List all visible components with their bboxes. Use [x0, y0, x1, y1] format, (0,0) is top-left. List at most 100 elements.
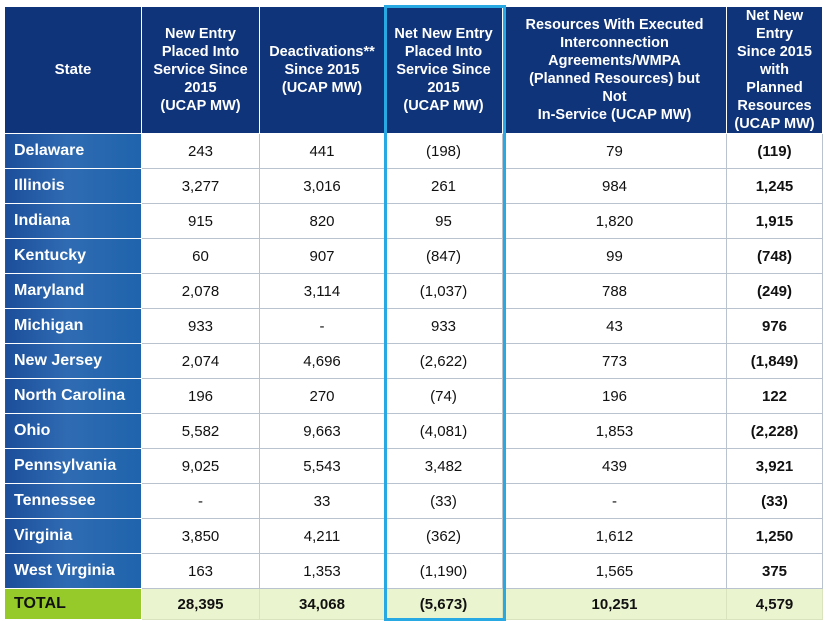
state-name-cell: Kentucky	[4, 238, 142, 274]
total-planned-resources-cell: 10,251	[502, 588, 727, 620]
header-row: State New Entry Placed Into Service Sinc…	[4, 6, 823, 134]
new-entry-cell: 3,850	[141, 518, 260, 554]
planned-resources-cell: 788	[502, 273, 727, 309]
net-with-planned-cell: 976	[726, 308, 823, 344]
total-deactivations-cell: 34,068	[259, 588, 385, 620]
net-new-entry-cell: (2,622)	[384, 343, 503, 379]
deactivations-cell: 4,696	[259, 343, 385, 379]
pjm-state-capacity-table: State New Entry Placed Into Service Sinc…	[4, 6, 823, 620]
planned-resources-cell: 1,853	[502, 413, 727, 449]
deactivations-cell: 3,114	[259, 273, 385, 309]
net-new-entry-cell: 261	[384, 168, 503, 204]
total-row: TOTAL 28,395 34,068 (5,673) 10,251 4,579	[4, 588, 823, 620]
header-net-with-planned: Net New Entry Since 2015 with Planned Re…	[726, 6, 823, 134]
deactivations-cell: 33	[259, 483, 385, 519]
deactivations-cell: 441	[259, 133, 385, 169]
net-new-entry-cell: (1,190)	[384, 553, 503, 589]
state-name-cell: Tennessee	[4, 483, 142, 519]
planned-resources-cell: 43	[502, 308, 727, 344]
net-new-entry-cell: 95	[384, 203, 503, 239]
table-row: Michigan 933-933 43 976	[4, 308, 823, 344]
state-name-cell: Delaware	[4, 133, 142, 169]
state-name-cell: Indiana	[4, 203, 142, 239]
planned-resources-cell: 439	[502, 448, 727, 484]
planned-resources-cell: 984	[502, 168, 727, 204]
net-with-planned-cell: 1,915	[726, 203, 823, 239]
state-name-cell: Virginia	[4, 518, 142, 554]
total-net-with-planned-cell: 4,579	[726, 588, 823, 620]
table-row: Illinois 3,277 3,016 261 984 1,245	[4, 168, 823, 204]
new-entry-cell: 60	[141, 238, 260, 274]
header-new-entry: New Entry Placed Into Service Since 2015…	[141, 6, 260, 134]
header-planned-resources: Resources With Executed Interconnection …	[502, 6, 727, 134]
new-entry-cell: 915	[141, 203, 260, 239]
state-name-cell: West Virginia	[4, 553, 142, 589]
planned-resources-cell: 99	[502, 238, 727, 274]
table-row: New Jersey 2,074 4,696 (2,622) 773 (1,849)	[4, 343, 823, 379]
table-row: North Carolina 196 270 (74) 196 122	[4, 378, 823, 414]
total-label: TOTAL	[4, 588, 142, 620]
header-net-new-entry: Net New Entry Placed Into Service Since …	[384, 6, 503, 134]
header-deactivations: Deactivations** Since 2015 (UCAP MW)	[259, 6, 385, 134]
state-name-cell: Maryland	[4, 273, 142, 309]
net-with-planned-cell: 1,245	[726, 168, 823, 204]
new-entry-cell: 5,582	[141, 413, 260, 449]
table-header: State New Entry Placed Into Service Sinc…	[4, 6, 823, 134]
table-row: Ohio 5,582 9,663 (4,081) 1,853 (2,228)	[4, 413, 823, 449]
planned-resources-cell: 1,612	[502, 518, 727, 554]
net-with-planned-cell: 3,921	[726, 448, 823, 484]
deactivations-cell: 9,663	[259, 413, 385, 449]
table-row: Pennsylvania 9,025 5,543 3,482 439 3,921	[4, 448, 823, 484]
net-with-planned-cell: 122	[726, 378, 823, 414]
net-new-entry-cell: 3,482	[384, 448, 503, 484]
net-with-planned-cell: (249)	[726, 273, 823, 309]
deactivations-cell: 907	[259, 238, 385, 274]
deactivations-cell: 4,211	[259, 518, 385, 554]
net-with-planned-cell: (748)	[726, 238, 823, 274]
table-row: Indiana 915 820 95 1,820 1,915	[4, 203, 823, 239]
new-entry-cell: 933	[141, 308, 260, 344]
net-with-planned-cell: (119)	[726, 133, 823, 169]
net-with-planned-cell: (2,228)	[726, 413, 823, 449]
net-new-entry-cell: (1,037)	[384, 273, 503, 309]
new-entry-cell: 196	[141, 378, 260, 414]
net-new-entry-cell: (362)	[384, 518, 503, 554]
planned-resources-cell: 79	[502, 133, 727, 169]
header-state: State	[4, 6, 142, 134]
deactivations-cell: 3,016	[259, 168, 385, 204]
state-name-cell: Michigan	[4, 308, 142, 344]
table-row: Maryland 2,078 3,114 (1,037) 788 (249)	[4, 273, 823, 309]
total-net-new-entry-cell: (5,673)	[384, 588, 503, 620]
new-entry-cell: 2,078	[141, 273, 260, 309]
state-name-cell: Pennsylvania	[4, 448, 142, 484]
new-entry-cell: 243	[141, 133, 260, 169]
net-with-planned-cell: 375	[726, 553, 823, 589]
deactivations-cell: -	[259, 308, 385, 344]
table-row: Virginia 3,850 4,211 (362) 1,612 1,250	[4, 518, 823, 554]
deactivations-cell: 5,543	[259, 448, 385, 484]
planned-resources-cell: 1,820	[502, 203, 727, 239]
table-row: Tennessee -33 (33) - (33)	[4, 483, 823, 519]
net-with-planned-cell: 1,250	[726, 518, 823, 554]
state-name-cell: North Carolina	[4, 378, 142, 414]
deactivations-cell: 1,353	[259, 553, 385, 589]
state-name-cell: New Jersey	[4, 343, 142, 379]
deactivations-cell: 270	[259, 378, 385, 414]
net-with-planned-cell: (33)	[726, 483, 823, 519]
state-name-cell: Ohio	[4, 413, 142, 449]
net-new-entry-cell: (198)	[384, 133, 503, 169]
planned-resources-cell: 1,565	[502, 553, 727, 589]
net-with-planned-cell: (1,849)	[726, 343, 823, 379]
state-name-cell: Illinois	[4, 168, 142, 204]
new-entry-cell: -	[141, 483, 260, 519]
new-entry-cell: 3,277	[141, 168, 260, 204]
net-new-entry-cell: 933	[384, 308, 503, 344]
planned-resources-cell: 196	[502, 378, 727, 414]
total-new-entry-cell: 28,395	[141, 588, 260, 620]
new-entry-cell: 9,025	[141, 448, 260, 484]
table-row: Kentucky 60 907 (847) 99 (748)	[4, 238, 823, 274]
table-row: Delaware 243 441 (198) 79 (119)	[4, 133, 823, 169]
net-new-entry-cell: (74)	[384, 378, 503, 414]
net-new-entry-cell: (33)	[384, 483, 503, 519]
